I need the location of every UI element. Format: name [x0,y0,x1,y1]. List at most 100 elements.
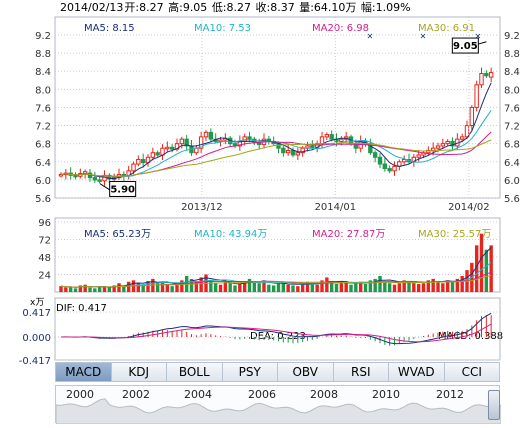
header-date: 2014/02/13 [60,1,124,14]
volume-legend-ma5: MA5: 65.23万 [84,229,152,240]
tab-cci[interactable]: CCI [444,362,500,382]
volume-bar [402,280,406,292]
price-x-label: 2014/01 [315,202,357,213]
tab-macd[interactable]: MACD [55,362,112,382]
price-legend-ma20: MA20: 6.98 [312,23,370,34]
volume-bar [339,283,344,292]
price-tick-left: 6.0 [35,176,51,187]
volume-bar [436,281,440,292]
volume-bar [93,288,97,292]
candle-body [140,159,146,164]
candle-body [136,159,141,165]
candle-body [450,140,455,147]
volume-bar [78,285,83,292]
volume-bar [363,283,368,292]
candle-body [430,147,436,151]
candle-body [155,152,160,156]
candle-body [484,72,489,77]
volume-bar [262,280,266,292]
volume-bar [344,281,348,292]
timeline-year-label: 2002 [122,388,150,401]
volume-bar [276,283,281,292]
high-mark-box [451,37,479,54]
candle-body [256,142,262,146]
price-x-label: 2014/02 [448,202,490,213]
macd-tick: 0.000 [22,333,51,344]
timeline-navigator[interactable]: 2000 2002 2004 2006 2008 2010 2012 [55,385,501,424]
volume-bar [421,283,426,292]
volume-bar [146,281,150,292]
volume-bar [441,283,445,292]
volume-bar [291,285,295,292]
volume-bar [180,280,184,292]
tab-boll[interactable]: BOLL [167,362,223,382]
event-marker-icon: ✕ [367,32,374,41]
timeline-price-area [56,398,501,424]
candle-body [198,136,204,149]
high-pointer [478,41,487,45]
volume-bar [474,245,479,292]
timeline-year-label: 2004 [184,388,212,401]
candle-body [184,138,189,147]
volume-bar [296,286,300,292]
timeline-range-handle[interactable] [488,390,500,420]
volume-bar [479,233,484,292]
candle-body [92,177,98,181]
volume-bar [88,287,92,292]
volume-bar [368,280,373,292]
macd-panel-frame [54,297,501,361]
volume-bar [257,283,261,292]
event-marker-icon: ✕ [475,32,482,41]
volume-bar [281,281,286,292]
vol-ma30-line [60,274,492,288]
volume-tick: 72 [38,236,51,247]
volume-bar [445,280,450,292]
candle-body [131,163,136,172]
tab-obv[interactable]: OBV [278,362,334,382]
volume-bar [141,284,145,292]
volume-bar [223,281,228,292]
volume-bar [165,284,170,292]
timeline-year-label: 2000 [66,388,94,401]
volume-bar [102,286,107,292]
candle-body [165,146,170,150]
volume-bar [354,283,358,292]
price-tick-left: 8.4 [35,67,51,78]
timeline-year-label: 2008 [310,388,338,401]
volume-bar [300,283,305,292]
volume-bar [310,283,315,292]
timeline-year-label: 2006 [248,388,276,401]
candle-body [169,146,175,150]
volume-bar [489,245,493,292]
candle-body [208,131,214,140]
macd-legend-dif: DIF: 0.417 [56,303,107,314]
event-marker-icon: ✕ [420,32,427,41]
volume-bar [194,281,199,292]
volume-bar [68,286,73,292]
macd-tick: 0.417 [22,308,51,319]
volume-bar [126,281,131,292]
volume-bar [484,249,489,292]
candle-body [464,125,470,138]
tab-rsi[interactable]: RSI [333,362,389,382]
tab-wvad[interactable]: WVAD [389,362,445,382]
volume-bar [228,283,232,292]
volume-bar [242,281,247,292]
candle-body [440,143,446,147]
candle-body [392,165,397,172]
timeline-year-label: 2010 [372,388,400,401]
candle-body [203,131,209,138]
volume-bar [349,284,353,292]
price-tick-left: 6.8 [35,140,51,151]
header-close: 收:8.37 [255,1,295,14]
volume-bar [209,280,213,292]
volume-bar [455,278,460,292]
indicator-tabs: MACD KDJ BOLL PSY OBV RSI WVAD CCI [55,362,500,382]
volume-bar [412,283,416,292]
volume-unit-label: x万 [30,298,45,308]
header-open: 开:8.27 [124,1,164,14]
tab-kdj[interactable]: KDJ [111,362,167,382]
ma10-line [60,110,492,178]
header-change: 幅:1.09% [360,1,411,14]
tab-psy[interactable]: PSY [222,362,278,382]
